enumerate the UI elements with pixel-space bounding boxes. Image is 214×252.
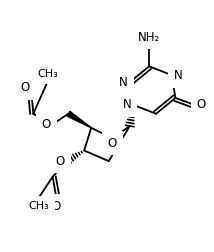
Text: N: N xyxy=(123,99,132,111)
Text: O: O xyxy=(21,81,30,94)
Text: NH₂: NH₂ xyxy=(138,30,160,44)
Text: CH₃: CH₃ xyxy=(28,201,49,211)
Text: O: O xyxy=(42,118,51,131)
Polygon shape xyxy=(67,111,91,128)
Text: O: O xyxy=(52,200,61,213)
Text: CH₃: CH₃ xyxy=(37,69,58,79)
Text: O: O xyxy=(196,99,206,111)
Text: N: N xyxy=(119,76,128,89)
Text: N: N xyxy=(174,69,182,82)
Text: O: O xyxy=(56,154,65,168)
Text: O: O xyxy=(108,137,117,149)
